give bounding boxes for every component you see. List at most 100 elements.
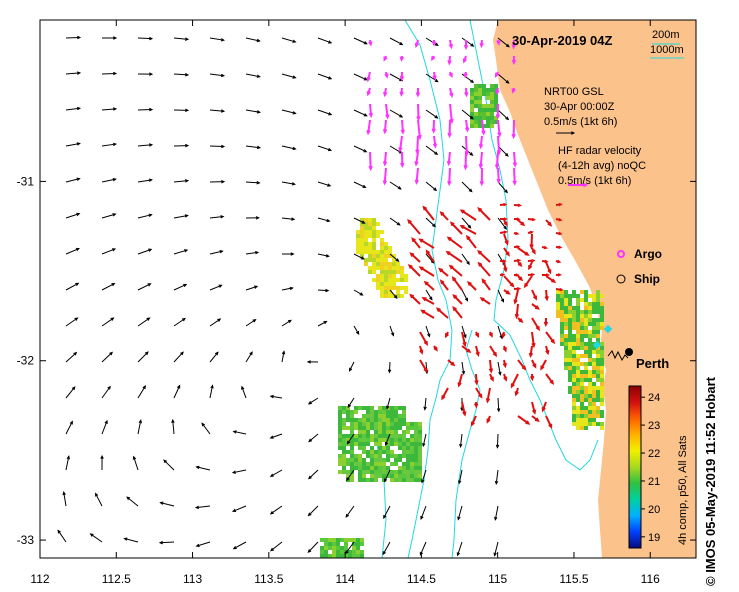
contour-1000m-b	[451, 329, 481, 558]
sst-cell	[372, 222, 376, 226]
sst-cell	[386, 470, 390, 474]
sst-cell	[332, 554, 336, 558]
sst-cell	[478, 112, 482, 116]
radar-arrow-head	[421, 297, 427, 302]
radar-arrow-head	[479, 297, 485, 302]
model-arrow	[347, 433, 355, 444]
radar-arrow-head	[448, 264, 454, 270]
sst-cell	[588, 398, 592, 402]
sst-cell	[564, 322, 568, 326]
sst-cell	[600, 314, 604, 318]
sst-cell	[600, 378, 604, 382]
sst-cell	[600, 382, 604, 386]
model-arrow-head	[256, 180, 261, 185]
sst-cell	[382, 434, 386, 438]
sst-cell	[600, 386, 604, 390]
sst-cell	[360, 250, 364, 254]
sst-cell	[490, 88, 494, 92]
radar-arrow-head	[488, 332, 493, 338]
model-arrow-head	[76, 71, 82, 75]
sst-cell	[592, 414, 596, 418]
radar-arrow-head	[444, 333, 449, 339]
sst-cell	[366, 422, 370, 426]
model-arrow	[245, 181, 260, 184]
model-arrow	[497, 73, 509, 84]
model-arrow	[137, 420, 142, 435]
sst-cell	[362, 466, 366, 470]
radar-arrow	[466, 236, 477, 249]
sst-cell	[482, 112, 486, 116]
sst-cell	[588, 406, 592, 410]
sst-cell	[580, 322, 584, 326]
model-arrow-head	[500, 298, 504, 303]
y-tick-label: -31	[17, 174, 35, 188]
sst-cell	[600, 402, 604, 406]
model-current-arrows	[57, 35, 510, 557]
sst-cell	[414, 426, 418, 430]
radar-arrow-head	[431, 128, 436, 134]
sst-cell	[592, 330, 596, 334]
sst-cell	[410, 434, 414, 438]
sst-cell	[580, 338, 584, 342]
radar-arrow-head	[551, 278, 557, 283]
sst-cell	[394, 462, 398, 466]
model-arrow	[353, 73, 367, 81]
sst-cell	[474, 104, 478, 108]
model-arrow	[160, 502, 175, 507]
sst-cell	[486, 104, 490, 108]
model-arrow-head	[256, 110, 261, 114]
model-arrow-head	[382, 551, 386, 556]
sst-cell	[576, 334, 580, 338]
sst-cell	[370, 422, 374, 426]
sst-cell	[474, 100, 478, 104]
radar-arrow-head	[528, 352, 534, 359]
sst-cell	[350, 442, 354, 446]
model-arrow	[425, 73, 439, 83]
model-arrow	[209, 352, 219, 363]
model-arrow	[137, 37, 153, 40]
model-arrow	[137, 317, 150, 327]
sst-cell	[596, 302, 600, 306]
x-tick-label: 115.5	[559, 572, 588, 586]
radar-arrow-head	[473, 402, 479, 409]
radar-arrow-head	[464, 126, 470, 133]
model-arrow	[65, 386, 76, 399]
sst-cell	[372, 234, 376, 238]
sst-cell	[556, 310, 560, 314]
sst-cell	[350, 430, 354, 434]
sst-cell	[398, 434, 402, 438]
radar-arrow-head	[515, 273, 520, 277]
sst-cell	[368, 230, 372, 234]
sst-cell	[390, 462, 394, 466]
model-arrow	[245, 73, 260, 78]
model-arrow	[494, 541, 499, 556]
sst-cell	[402, 470, 406, 474]
sst-cell	[358, 446, 362, 450]
sst-cell	[410, 438, 414, 442]
radar-arrow-head	[511, 133, 516, 140]
model-arrow	[270, 541, 283, 552]
sst-cell	[374, 462, 378, 466]
sst-cell	[338, 434, 342, 438]
sst-cell	[382, 414, 386, 418]
sst-cell	[366, 470, 370, 474]
sst-cell	[470, 88, 474, 92]
sst-cell	[414, 430, 418, 434]
sst-cell	[328, 554, 332, 558]
radar-arrow	[479, 151, 483, 167]
sst-cell	[584, 390, 588, 394]
radar-arrow-head	[477, 261, 483, 267]
model-arrow-head	[184, 214, 189, 218]
radar-arrow-head	[384, 73, 389, 79]
model-arrow	[345, 505, 355, 518]
radar-arrow-head	[409, 252, 415, 257]
sst-cell	[342, 446, 346, 450]
sst-cell	[342, 406, 346, 410]
sst-cell	[370, 470, 374, 474]
radar-arrow-head	[531, 217, 537, 222]
sst-cell	[592, 422, 596, 426]
ship-marker-icon	[616, 274, 626, 284]
model-arrow	[65, 421, 73, 435]
sst-cell	[360, 222, 364, 226]
sst-cell	[410, 474, 414, 478]
